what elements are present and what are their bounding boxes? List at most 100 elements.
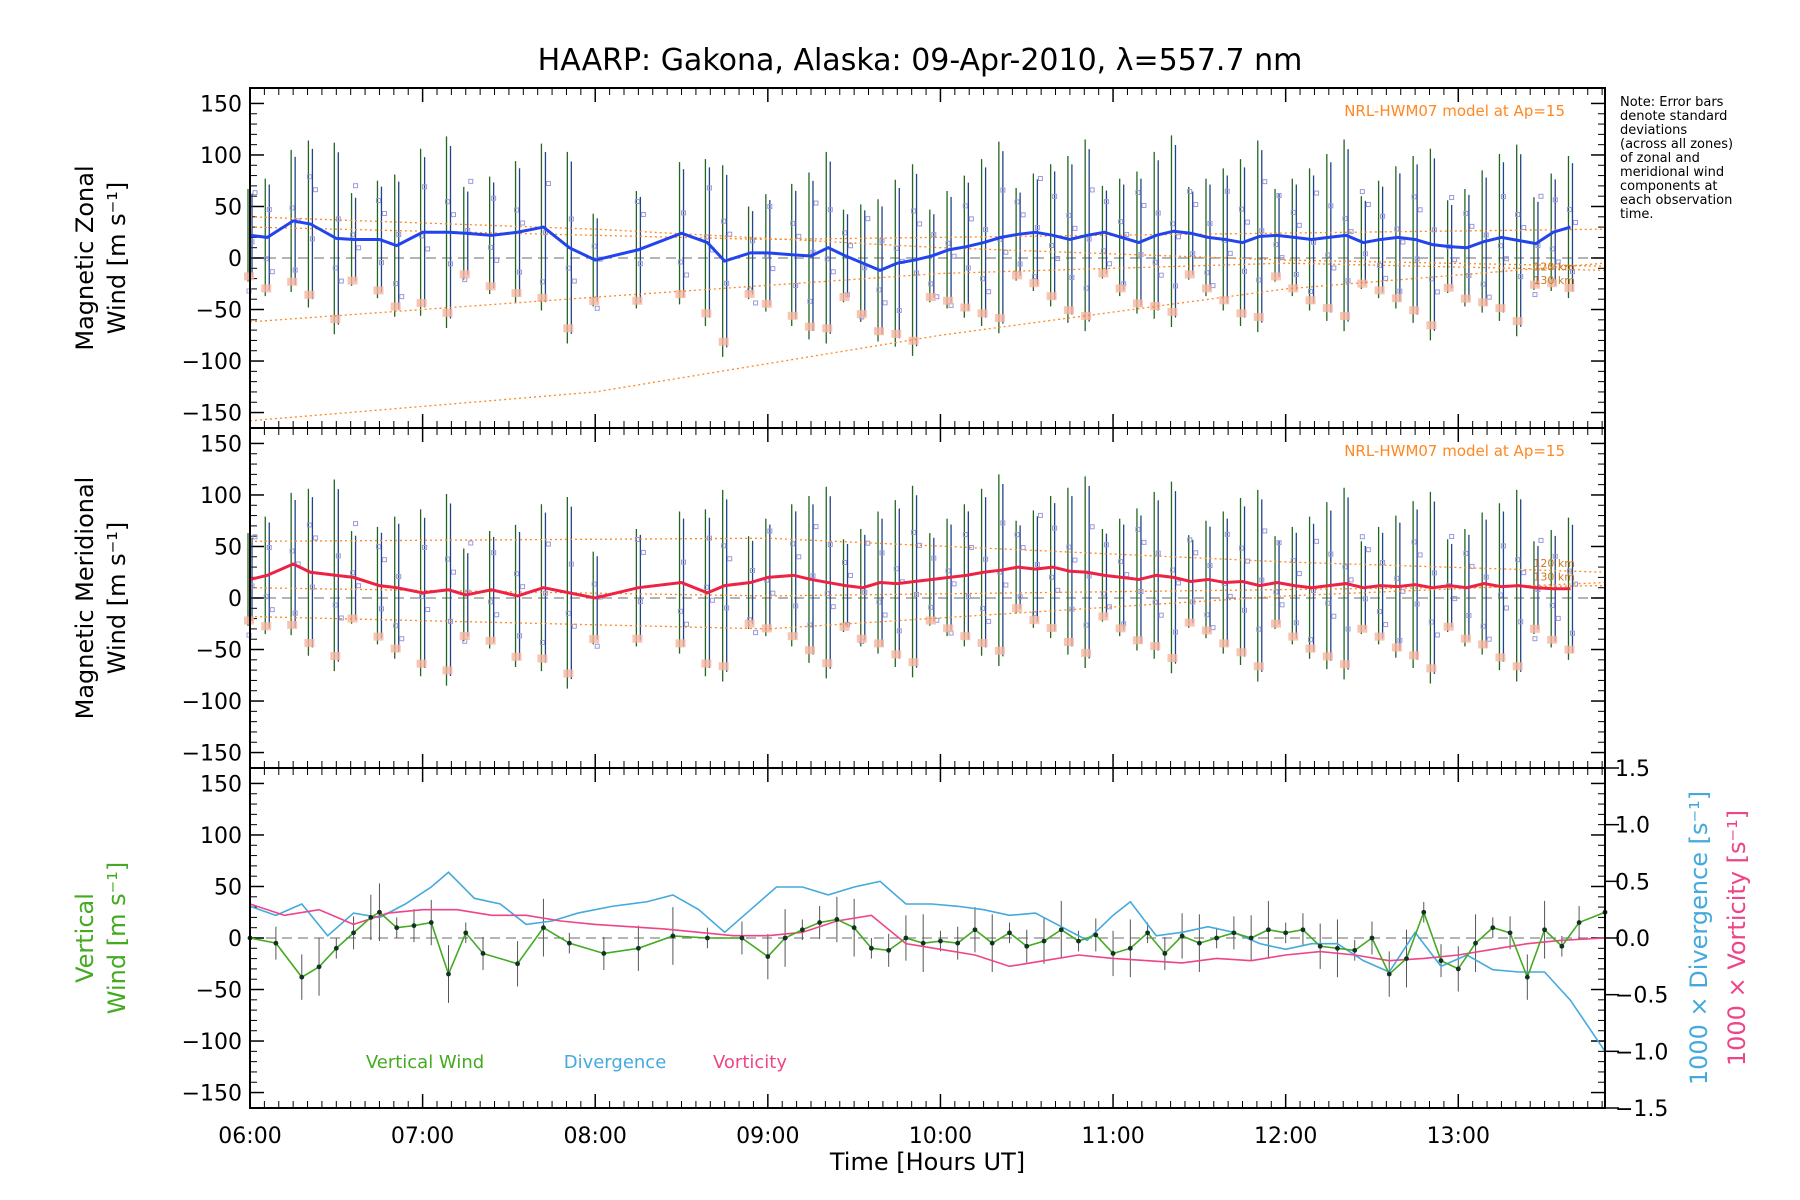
zone-point <box>1034 225 1040 231</box>
zone-point <box>514 571 520 577</box>
model-marker <box>1271 619 1282 628</box>
zone-point <box>681 210 687 216</box>
model-marker <box>1478 640 1489 649</box>
y-tick-label: −100 <box>182 1030 242 1055</box>
model-marker <box>1391 643 1402 652</box>
model-marker <box>1478 298 1489 307</box>
model-marker <box>390 644 401 653</box>
zone-point <box>640 549 646 555</box>
zone-point <box>813 524 819 530</box>
x-tick-label: 07:00 <box>391 1124 454 1149</box>
zone-point <box>1187 537 1193 543</box>
zone-point <box>1155 210 1161 216</box>
zone-point <box>810 573 816 579</box>
zone-point <box>1569 269 1575 275</box>
zone-point <box>703 584 709 590</box>
zone-point <box>1055 587 1061 593</box>
zone-point <box>1480 623 1486 629</box>
zone-point <box>1308 288 1314 294</box>
y-tick-label: 150 <box>200 92 242 117</box>
model-marker <box>787 311 798 320</box>
model-marker <box>1063 306 1074 315</box>
vertical-wind-point <box>799 927 805 933</box>
zone-point <box>1552 197 1558 203</box>
zone-point <box>594 305 600 311</box>
model-marker <box>563 669 574 678</box>
zone-point <box>1227 593 1233 599</box>
y-tick-label: 0 <box>228 927 242 952</box>
zone-point <box>1469 563 1475 569</box>
model-marker <box>1081 648 1092 657</box>
vertical-wind-point <box>1352 947 1358 953</box>
zone-point <box>1017 594 1023 600</box>
model-marker <box>994 314 1005 323</box>
model-marker <box>1409 306 1420 315</box>
vertical-wind-point <box>1455 966 1461 972</box>
zone-point <box>813 200 819 206</box>
error-bar-note: Note: Error bars denote standard deviati… <box>1620 96 1795 222</box>
zone-point <box>448 261 454 267</box>
zone-point <box>468 540 474 546</box>
zone-point <box>1290 558 1296 564</box>
zone-point <box>842 559 848 565</box>
y-tick-label: −100 <box>182 350 242 375</box>
vertical-wind-point <box>1162 951 1168 956</box>
zone-point <box>1521 225 1527 231</box>
zone-point <box>1103 542 1109 548</box>
zone-point <box>396 232 402 238</box>
zone-point <box>983 227 989 233</box>
zone-point <box>917 221 923 227</box>
zone-point <box>375 544 381 550</box>
zone-point <box>356 245 362 251</box>
zone-point <box>1331 613 1337 619</box>
model-marker <box>787 632 798 641</box>
model-marker <box>1271 272 1282 281</box>
y-tick-label: 100 <box>200 144 242 169</box>
vertical-wind-point <box>515 961 520 967</box>
zone-point <box>520 220 526 226</box>
model-marker <box>943 624 954 633</box>
model-curve <box>249 581 1606 630</box>
zone-point <box>1106 604 1112 610</box>
model-marker <box>1512 317 1523 326</box>
zone-point <box>1242 268 1248 274</box>
model-marker <box>977 309 988 318</box>
note-line: each observation <box>1620 193 1733 208</box>
zone-point <box>1345 278 1351 284</box>
vertical-wind-point <box>480 951 486 956</box>
note-line: components at <box>1620 179 1718 194</box>
zone-point <box>1175 234 1181 240</box>
zone-point <box>399 636 405 642</box>
zone-point <box>1483 574 1489 580</box>
model-marker <box>1564 645 1575 654</box>
zone-point <box>488 599 494 605</box>
zone-point <box>488 244 494 250</box>
zone-point <box>1049 574 1055 580</box>
zone-point <box>1486 294 1492 300</box>
model-marker <box>485 636 496 645</box>
model-marker <box>701 659 712 668</box>
zone-point <box>879 238 885 244</box>
zone-point <box>1308 637 1314 643</box>
zone-point <box>1555 615 1561 621</box>
zone-point <box>1342 216 1348 222</box>
zone-point <box>931 555 937 561</box>
zone-point <box>678 608 684 614</box>
zone-point <box>517 269 523 275</box>
vertical-wind-point <box>1145 930 1150 936</box>
zone-point <box>1014 199 1020 205</box>
zone-point <box>335 553 341 559</box>
model-marker <box>287 620 298 629</box>
zone-point <box>422 184 428 190</box>
vertical-wind-point <box>1473 940 1478 946</box>
model-label: NRL-HWM07 model at Ap=15 <box>1344 102 1565 120</box>
zone-point <box>1549 602 1555 608</box>
zone-point <box>1365 547 1371 553</box>
vertical-wind-point <box>1007 930 1012 936</box>
zone-point <box>266 545 272 551</box>
zone-point <box>896 628 902 634</box>
zone-point <box>1483 232 1489 238</box>
model-marker <box>287 277 298 286</box>
zone-point <box>350 232 356 238</box>
model-marker <box>632 634 643 643</box>
